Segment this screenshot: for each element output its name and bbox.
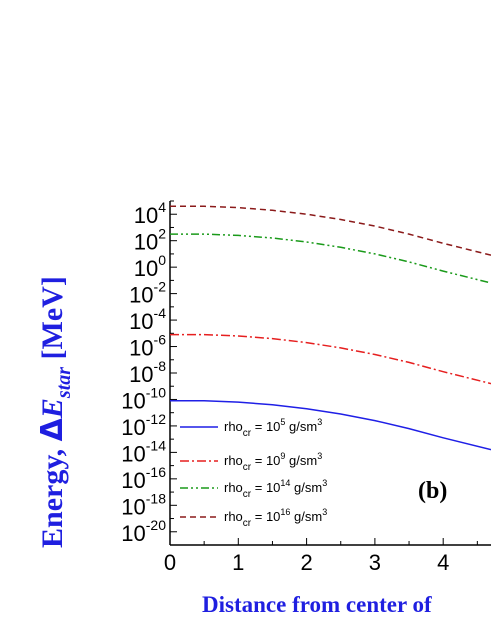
y-tick-label: 10-2 <box>129 279 166 308</box>
series-group <box>170 205 491 451</box>
x-tick-label: 3 <box>369 550 381 575</box>
y-tick-label: 10-10 <box>121 384 166 413</box>
y-tick-label: 10-12 <box>121 411 166 440</box>
y-axis-title-E: E <box>36 398 69 419</box>
series-line-1 <box>170 400 491 451</box>
y-tick-label: 10-6 <box>129 332 166 361</box>
y-tick-label: 102 <box>134 226 166 255</box>
y-axis-title: Energy, ΔEstar [MeV] <box>35 276 75 548</box>
panel-label: (b) <box>418 478 447 504</box>
legend-label-1: rhocr = 105 g/sm3 <box>224 417 322 439</box>
y-axis: 10-2010-1810-1610-1410-1210-1010-810-610… <box>121 199 177 546</box>
y-axis-title-prefix: Energy, <box>36 441 69 548</box>
y-tick-label: 10-14 <box>121 437 166 466</box>
legend: rhocr = 105 g/sm3 rhocr = 109 g/sm3 rhocr … <box>180 417 327 529</box>
y-tick-label: 10-4 <box>129 305 166 334</box>
y-axis-title-suffix: [MeV] <box>36 276 69 367</box>
series-line-3 <box>170 233 491 284</box>
x-tick-label: 1 <box>232 550 244 575</box>
y-tick-label: 104 <box>134 199 166 228</box>
y-tick-label: 10-18 <box>121 490 166 519</box>
x-tick-label: 0 <box>164 550 176 575</box>
x-tick-label: 4 <box>437 550 449 575</box>
x-tick-label: 2 <box>300 550 312 575</box>
y-tick-label: 10-8 <box>129 358 166 387</box>
x-axis-title: Distance from center of <box>202 592 432 617</box>
y-tick-label: 10-20 <box>121 517 166 546</box>
legend-label-4: rhocr = 1016 g/sm3 <box>224 507 327 529</box>
y-tick-label: 10-16 <box>121 464 166 493</box>
x-axis: 0 1 2 3 4 <box>164 538 491 575</box>
legend-label-2: rhocr = 109 g/sm3 <box>224 451 322 473</box>
series-line-4 <box>170 205 491 256</box>
y-axis-title-sub: star <box>53 367 75 399</box>
series-line-2 <box>170 333 491 385</box>
legend-label-3: rhocr = 1014 g/sm3 <box>224 478 327 500</box>
y-axis-title-delta: Δ <box>35 417 70 441</box>
y-tick-label: 100 <box>134 252 166 281</box>
